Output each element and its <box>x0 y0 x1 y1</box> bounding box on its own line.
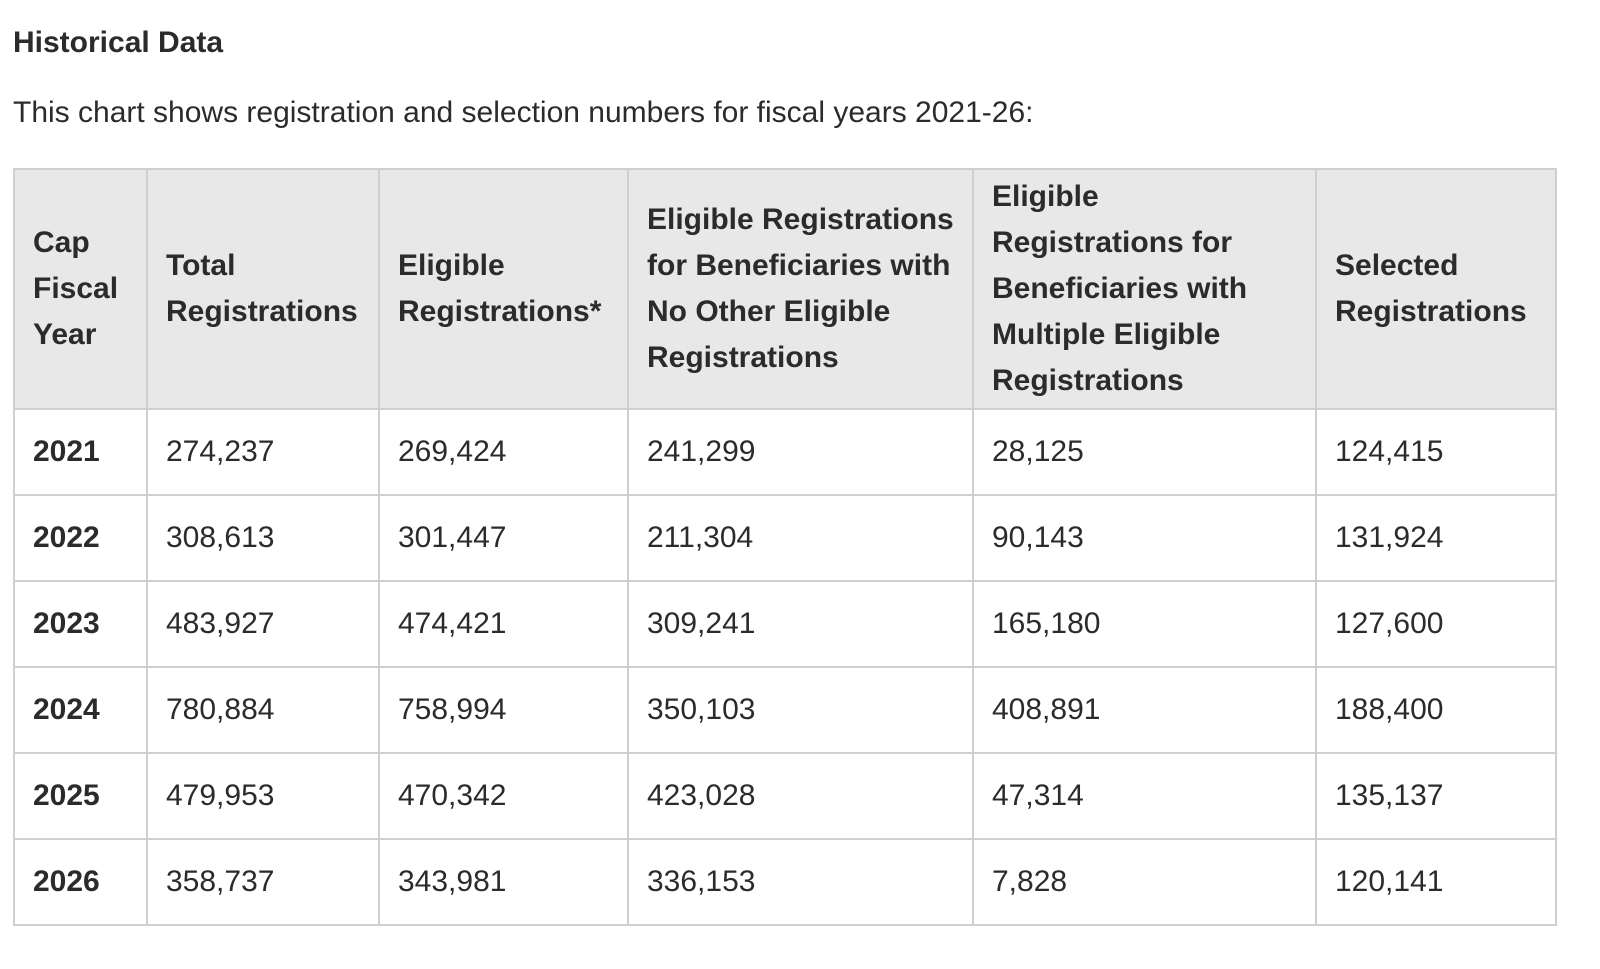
cell-no-other: 211,304 <box>627 494 974 582</box>
cell-year: 2026 <box>13 838 148 926</box>
header-total-registrations: Total Registrations <box>146 168 380 410</box>
table-row: 2024 780,884 758,994 350,103 408,891 188… <box>13 666 1557 754</box>
cell-multiple: 7,828 <box>972 838 1317 926</box>
cell-multiple: 28,125 <box>972 408 1317 496</box>
historical-data-table: Cap Fiscal Year Total Registrations Elig… <box>13 168 1557 926</box>
cell-year: 2023 <box>13 580 148 668</box>
table-header: Cap Fiscal Year Total Registrations Elig… <box>13 168 1557 410</box>
section-heading: Historical Data <box>13 26 224 59</box>
cell-multiple: 165,180 <box>972 580 1317 668</box>
table-row: 2026 358,737 343,981 336,153 7,828 120,1… <box>13 838 1557 926</box>
cell-no-other: 423,028 <box>627 752 974 840</box>
cell-total: 483,927 <box>146 580 380 668</box>
cell-multiple: 90,143 <box>972 494 1317 582</box>
header-selected-registrations: Selected Registrations <box>1315 168 1557 410</box>
cell-total: 479,953 <box>146 752 380 840</box>
cell-eligible: 758,994 <box>378 666 629 754</box>
table-body: 2021 274,237 269,424 241,299 28,125 124,… <box>13 408 1557 926</box>
table-row: 2021 274,237 269,424 241,299 28,125 124,… <box>13 408 1557 496</box>
header-eligible-multiple: Eligible Registrations for Beneficiaries… <box>972 168 1317 410</box>
cell-selected: 188,400 <box>1315 666 1557 754</box>
cell-total: 308,613 <box>146 494 380 582</box>
cell-eligible: 269,424 <box>378 408 629 496</box>
cell-year: 2025 <box>13 752 148 840</box>
table-row: 2025 479,953 470,342 423,028 47,314 135,… <box>13 752 1557 840</box>
cell-multiple: 47,314 <box>972 752 1317 840</box>
header-row: Cap Fiscal Year Total Registrations Elig… <box>13 168 1557 410</box>
cell-total: 780,884 <box>146 666 380 754</box>
cell-eligible: 343,981 <box>378 838 629 926</box>
cell-eligible: 470,342 <box>378 752 629 840</box>
table-row: 2022 308,613 301,447 211,304 90,143 131,… <box>13 494 1557 582</box>
cell-eligible: 301,447 <box>378 494 629 582</box>
cell-no-other: 336,153 <box>627 838 974 926</box>
cell-total: 274,237 <box>146 408 380 496</box>
cell-no-other: 309,241 <box>627 580 974 668</box>
cell-total: 358,737 <box>146 838 380 926</box>
page-content: Historical Data This chart shows registr… <box>0 0 1600 132</box>
cell-selected: 124,415 <box>1315 408 1557 496</box>
cell-no-other: 350,103 <box>627 666 974 754</box>
cell-selected: 127,600 <box>1315 580 1557 668</box>
table-row: 2023 483,927 474,421 309,241 165,180 127… <box>13 580 1557 668</box>
cell-year: 2022 <box>13 494 148 582</box>
header-eligible-no-other: Eligible Registrations for Beneficiaries… <box>627 168 974 410</box>
header-cap-fiscal-year: Cap Fiscal Year <box>13 168 148 410</box>
cell-eligible: 474,421 <box>378 580 629 668</box>
header-eligible-registrations: Eligible Registrations* <box>378 168 629 410</box>
cell-selected: 135,137 <box>1315 752 1557 840</box>
intro-paragraph: This chart shows registration and select… <box>13 96 1034 129</box>
cell-selected: 131,924 <box>1315 494 1557 582</box>
cell-multiple: 408,891 <box>972 666 1317 754</box>
cell-no-other: 241,299 <box>627 408 974 496</box>
cell-year: 2024 <box>13 666 148 754</box>
cell-year: 2021 <box>13 408 148 496</box>
cell-selected: 120,141 <box>1315 838 1557 926</box>
